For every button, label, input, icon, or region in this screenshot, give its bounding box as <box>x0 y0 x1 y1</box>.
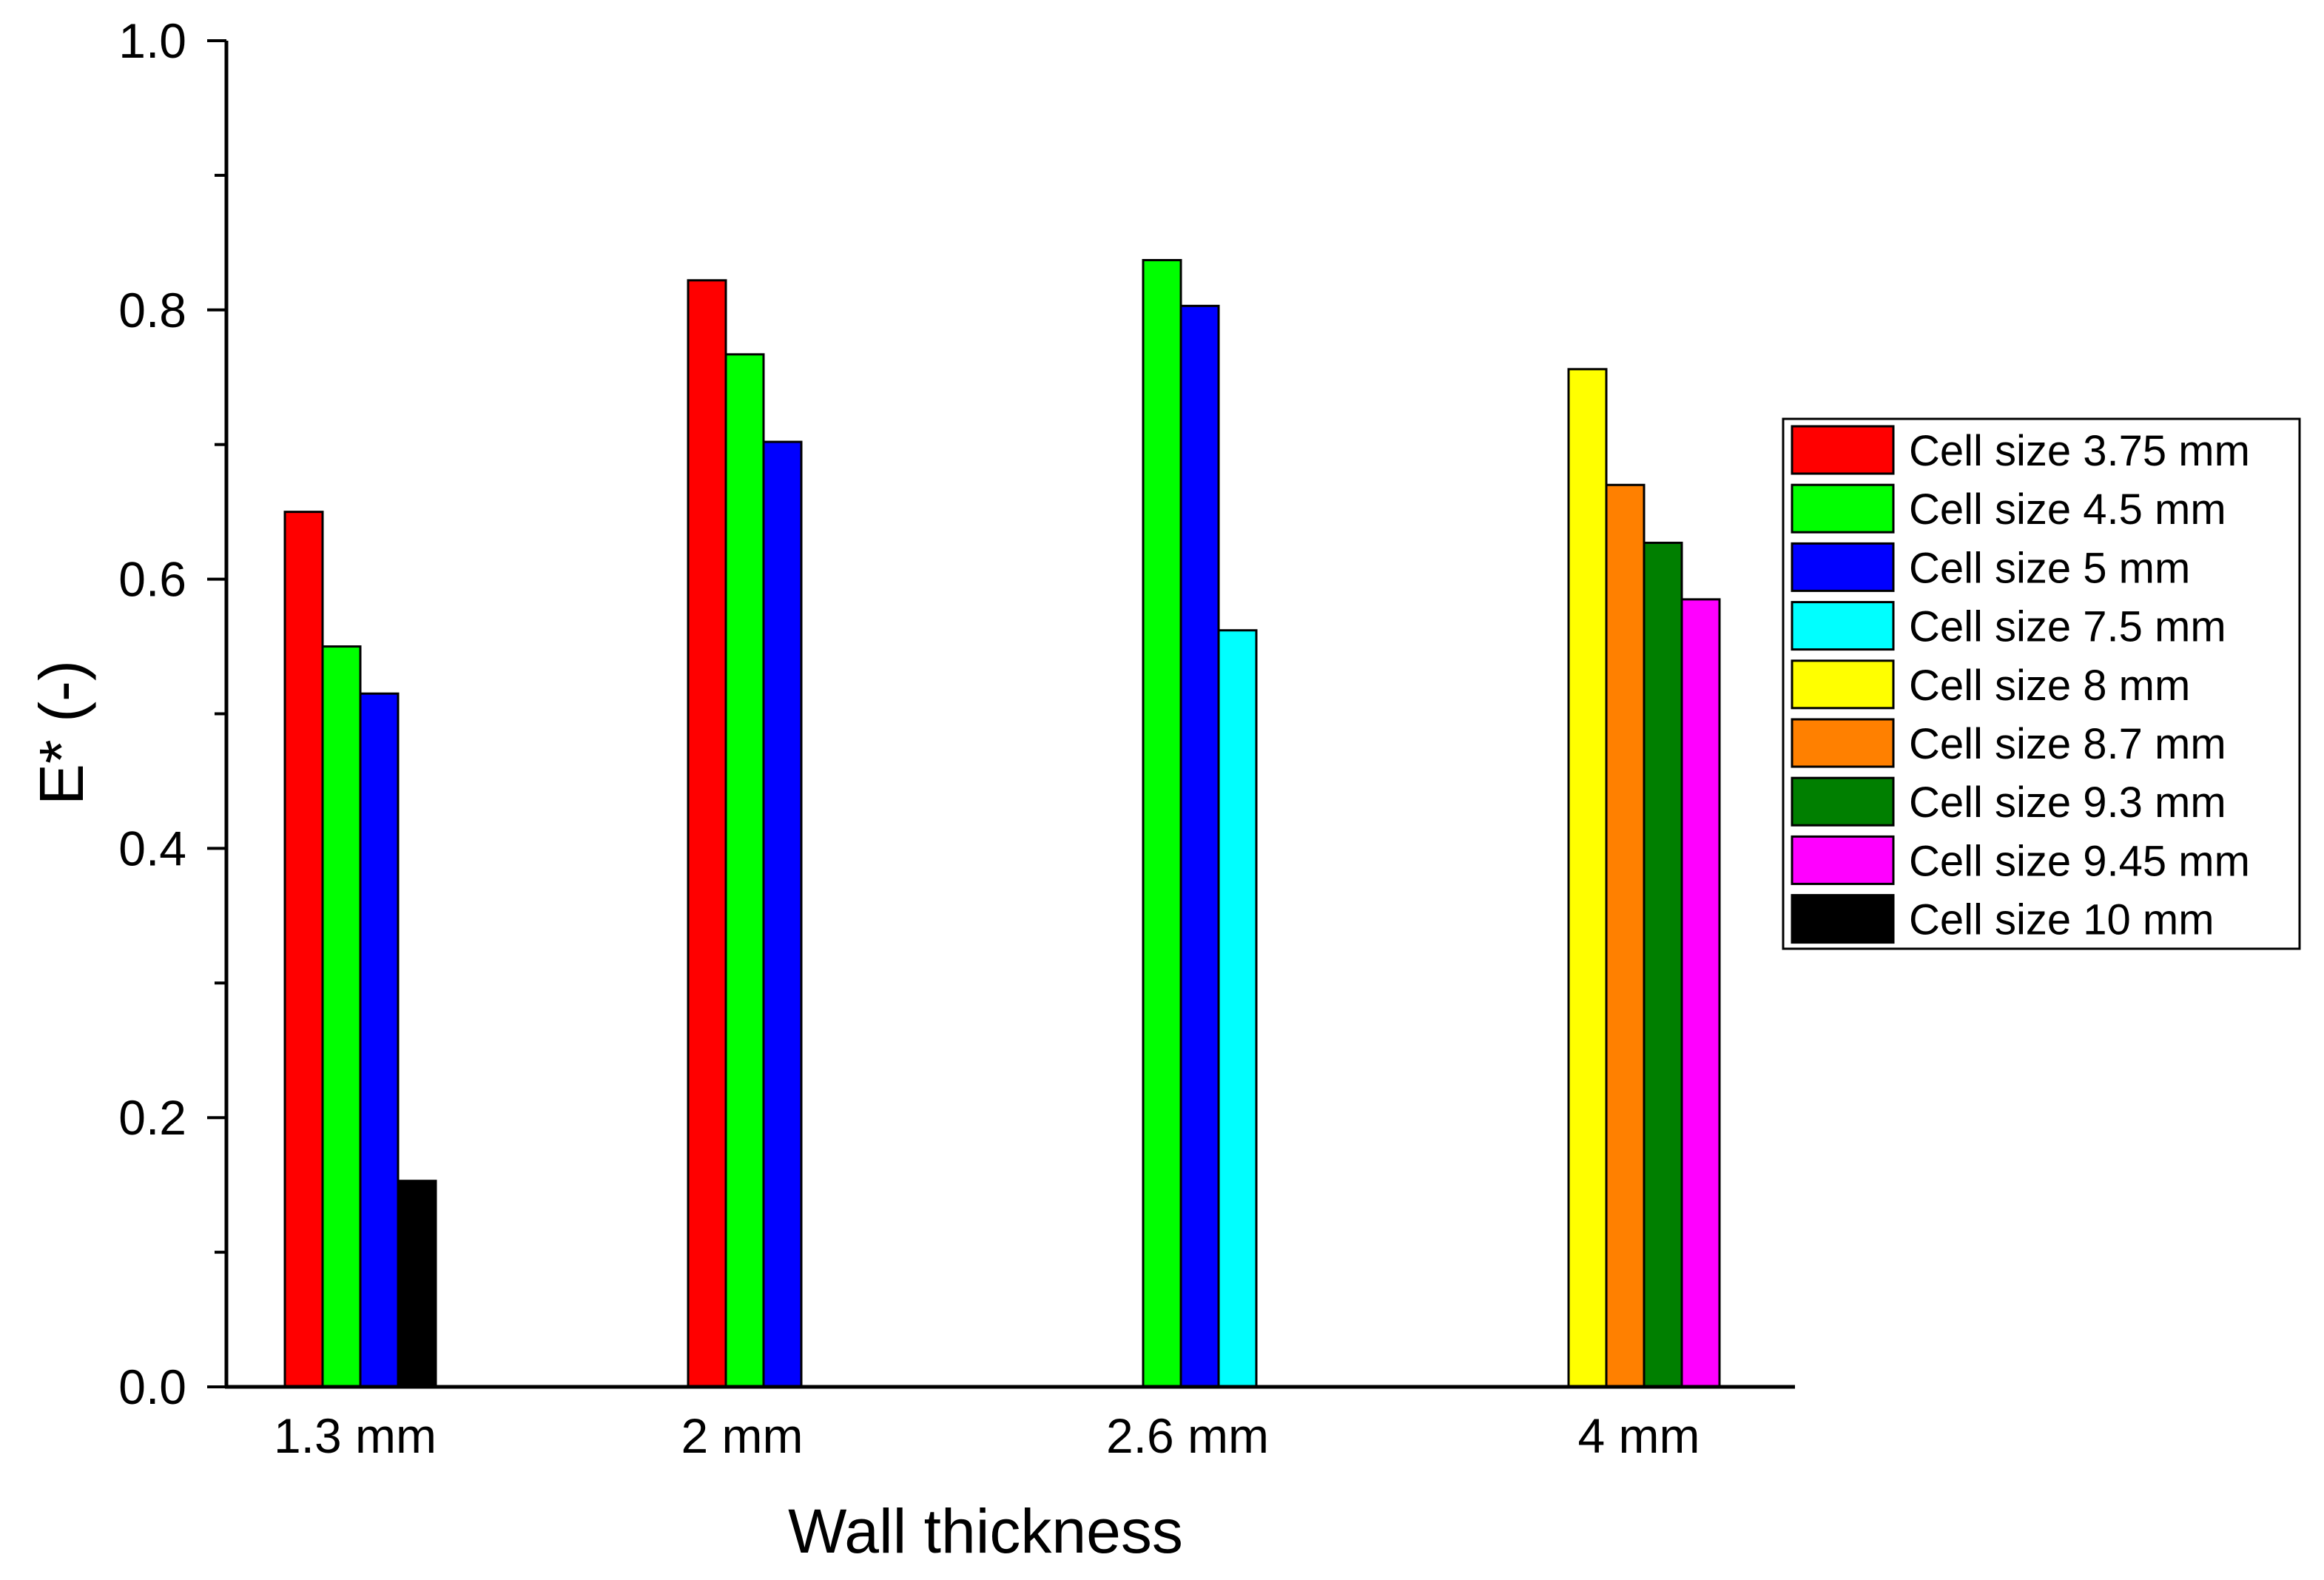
x-axis-title: Wall thickness <box>788 1496 1183 1566</box>
bar <box>1567 368 1608 1388</box>
bar <box>1680 598 1721 1388</box>
y-tick-label: 0.0 <box>118 1359 186 1414</box>
legend-label: Cell size 9.45 mm <box>1909 837 2250 885</box>
y-tick-label: 0.2 <box>118 1090 186 1145</box>
bars-layer <box>283 258 1721 1388</box>
legend-label: Cell size 3.75 mm <box>1909 427 2250 475</box>
bar <box>762 440 803 1388</box>
x-tick-label: 2 mm <box>681 1408 804 1463</box>
x-tick-label: 4 mm <box>1578 1408 1700 1463</box>
legend-swatch <box>1791 718 1895 768</box>
legend-swatch <box>1791 601 1895 651</box>
bar <box>1179 304 1220 1388</box>
bar <box>1643 541 1683 1388</box>
y-ticks-layer: 0.0 0.2 0.4 0.6 0.8 1.0 <box>118 13 226 1414</box>
legend-swatch <box>1791 425 1895 475</box>
bar <box>397 1180 437 1388</box>
legend-label: Cell size 9.3 mm <box>1909 779 2226 827</box>
x-labels-layer: 1.3 mm 2 mm 2.6 mm 4 mm <box>274 1408 1700 1463</box>
x-tick-label: 2.6 mm <box>1106 1408 1269 1463</box>
legend-label: Cell size 10 mm <box>1909 896 2214 944</box>
y-tick-label: 0.6 <box>118 552 186 607</box>
legend-label: Cell size 4.5 mm <box>1909 485 2226 534</box>
legend-label: Cell size 8 mm <box>1909 662 2190 710</box>
bar <box>724 353 765 1388</box>
bar <box>283 511 324 1388</box>
legend-label: Cell size 7.5 mm <box>1909 603 2226 651</box>
legend: Cell size 3.75 mm Cell size 4.5 mm Cell si… <box>1782 417 2301 950</box>
bar <box>1142 258 1182 1388</box>
bar <box>359 692 400 1388</box>
legend-swatch <box>1791 894 1895 944</box>
y-axis-title: E* (-) <box>27 660 96 805</box>
legend-label: Cell size 5 mm <box>1909 544 2190 592</box>
bar <box>1217 629 1258 1388</box>
legend-swatch <box>1791 835 1895 885</box>
legend-swatch <box>1791 542 1895 592</box>
y-tick-label: 1.0 <box>118 13 186 68</box>
x-tick-label: 1.3 mm <box>274 1408 437 1463</box>
legend-swatch <box>1791 776 1895 827</box>
legend-swatch <box>1791 659 1895 710</box>
bar <box>1605 483 1646 1388</box>
legend-swatch <box>1791 483 1895 534</box>
legend-label: Cell size 8.7 mm <box>1909 720 2226 768</box>
y-tick-label: 0.8 <box>118 283 186 337</box>
bar <box>687 279 727 1388</box>
y-tick-label: 0.4 <box>118 821 186 875</box>
bar <box>321 645 362 1388</box>
axes-layer <box>224 41 1795 1389</box>
